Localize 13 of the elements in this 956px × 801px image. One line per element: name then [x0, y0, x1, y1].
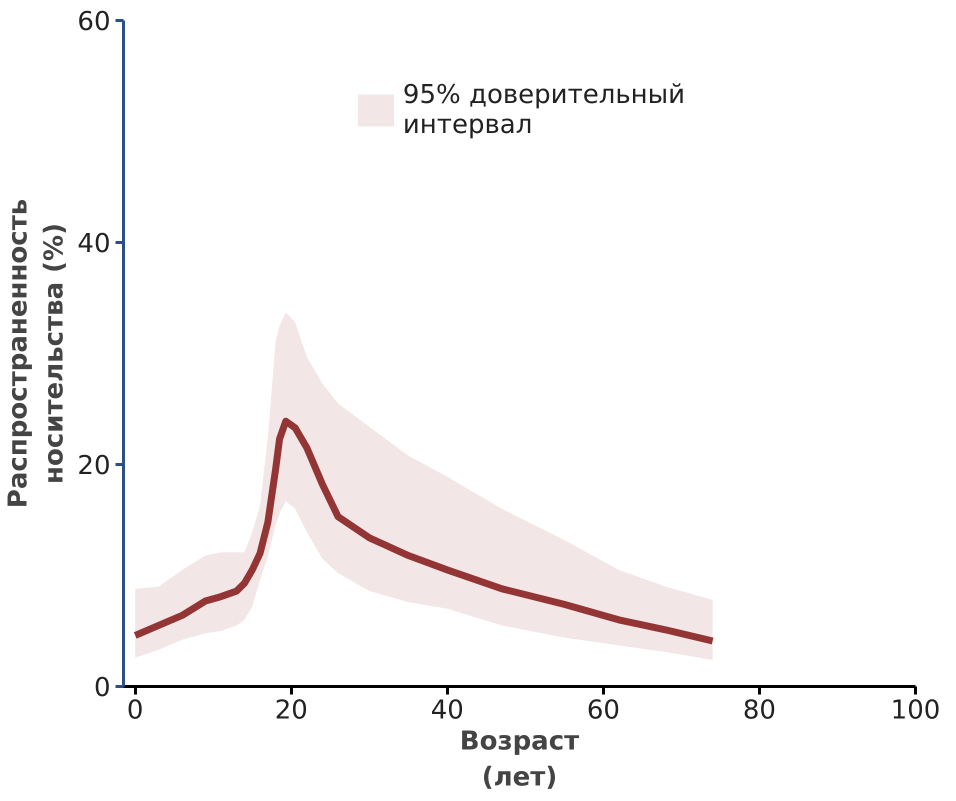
x-tick-label: 40: [430, 696, 464, 726]
y-tick-label: 40: [77, 229, 111, 259]
x-tick-label: 0: [126, 696, 144, 726]
y-tick-label: 20: [77, 451, 111, 481]
legend-label: 95% доверительный интервал: [402, 80, 686, 140]
x-axis-title: Возраст (лет): [460, 726, 580, 792]
y-axis-title: Распространенность носительства (%): [3, 198, 70, 508]
x-tick-label: 60: [586, 696, 620, 726]
x-tick-label: 100: [890, 696, 940, 726]
x-tick-label: 20: [274, 696, 308, 726]
y-tick-label: 60: [77, 7, 111, 37]
y-tick-label: 0: [94, 673, 111, 703]
x-tick-label: 80: [742, 696, 776, 726]
